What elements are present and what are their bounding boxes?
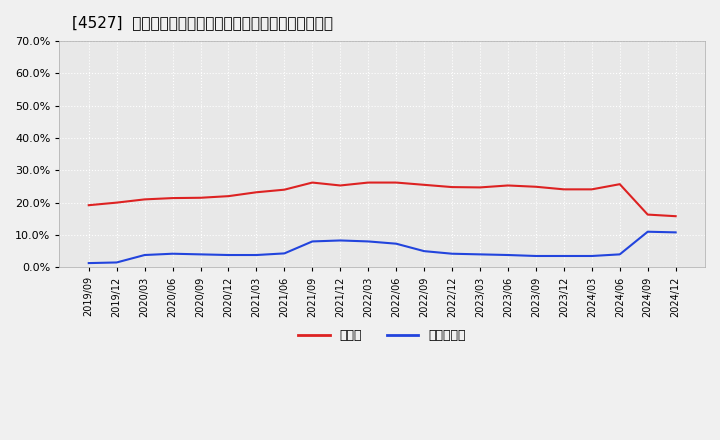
Text: [4527]  現預金、有利子負債の総資産に対する比率の推移: [4527] 現預金、有利子負債の総資産に対する比率の推移 xyxy=(72,15,333,30)
Legend: 現預金, 有利子負債: 現預金, 有利子負債 xyxy=(294,324,471,347)
